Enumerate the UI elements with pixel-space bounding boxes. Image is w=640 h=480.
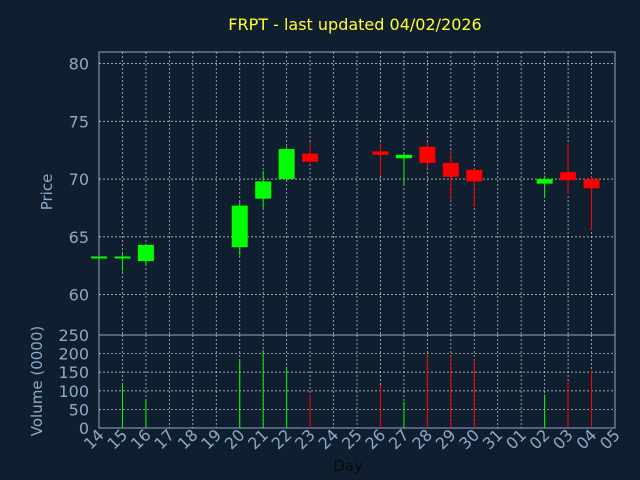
volume-axis-label: Volume (0000) xyxy=(28,326,46,436)
candle-body xyxy=(419,146,436,163)
candlestick-series xyxy=(91,142,600,272)
candle-body xyxy=(231,205,248,248)
grid-lines xyxy=(99,52,615,428)
candle-body xyxy=(560,172,577,181)
candle-body xyxy=(536,179,553,184)
chart-title: FRPT - last updated 04/02/2026 xyxy=(228,15,481,34)
x-axis-ticks: 1415161718192021222324252627282930310102… xyxy=(80,425,624,453)
candle-body xyxy=(372,151,389,155)
price-tick-label: 80 xyxy=(69,55,89,74)
candle-body xyxy=(255,181,272,199)
candle-body xyxy=(395,154,412,159)
candle-body xyxy=(442,162,459,177)
volume-tick-label: 250 xyxy=(58,326,89,345)
x-tick-label: 05 xyxy=(596,425,624,453)
volume-tick-label: 0 xyxy=(79,419,89,438)
price-axis-ticks: 60 65 70 75 80 xyxy=(69,55,89,305)
candle-body xyxy=(278,149,295,180)
candle-body xyxy=(583,179,600,189)
price-tick-label: 75 xyxy=(69,112,89,131)
volume-tick-label: 150 xyxy=(58,363,89,382)
volume-tick-label: 100 xyxy=(58,382,89,401)
candle-body xyxy=(114,256,131,259)
candle-body xyxy=(466,169,483,182)
volume-series xyxy=(121,349,593,428)
price-tick-label: 60 xyxy=(69,286,89,305)
price-axis-label: Price xyxy=(38,174,56,211)
volume-tick-label: 50 xyxy=(69,400,89,419)
volume-tick-label: 200 xyxy=(58,345,89,364)
price-tick-label: 70 xyxy=(69,170,89,189)
candle-body xyxy=(137,244,154,262)
candle-body xyxy=(91,256,107,259)
candle-body xyxy=(302,153,319,162)
price-tick-label: 65 xyxy=(69,228,89,247)
x-axis-label: Day xyxy=(333,457,363,475)
